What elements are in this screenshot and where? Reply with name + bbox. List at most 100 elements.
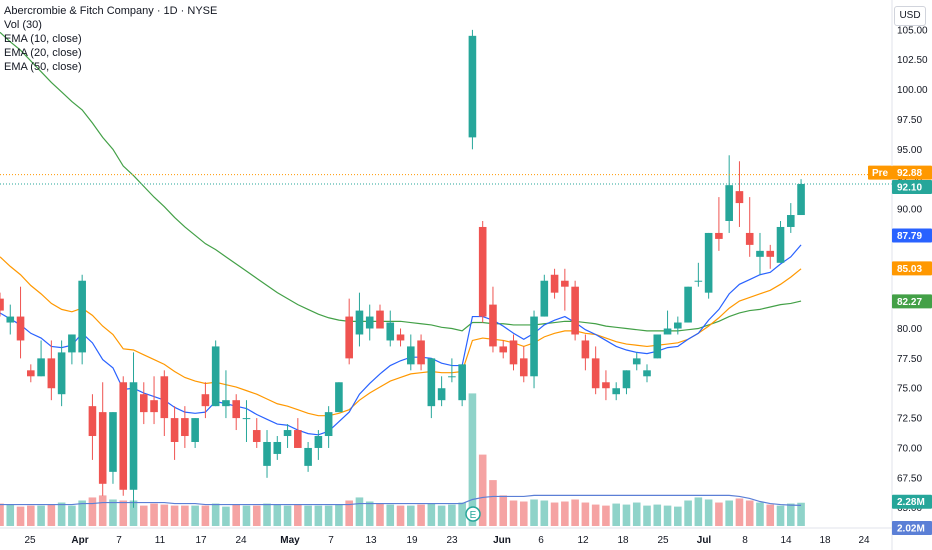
candle[interactable] (643, 364, 651, 383)
earnings-event-icon[interactable]: E (465, 506, 481, 522)
candle[interactable] (478, 220, 487, 323)
volume-bar (612, 503, 620, 526)
candle[interactable] (786, 203, 795, 233)
candle[interactable] (324, 406, 333, 448)
candle[interactable] (581, 334, 590, 371)
price-tick-label: 90.00 (897, 205, 922, 216)
candle[interactable] (191, 418, 199, 448)
candle[interactable] (335, 382, 343, 413)
candle[interactable] (170, 406, 179, 460)
candle[interactable] (150, 376, 158, 425)
candle[interactable] (427, 358, 436, 419)
candle[interactable] (37, 340, 45, 377)
candle[interactable] (16, 286, 25, 359)
candle[interactable] (458, 364, 466, 407)
candle[interactable] (252, 418, 261, 448)
candle[interactable] (602, 370, 610, 401)
candle[interactable] (468, 29, 477, 150)
candle[interactable] (345, 298, 353, 365)
candle[interactable] (211, 340, 220, 407)
volume-bar (478, 454, 487, 526)
volume-bar (304, 505, 312, 526)
legend-ema10[interactable]: EMA (10, close) (4, 33, 82, 45)
legend-volume[interactable]: Vol (30) (4, 19, 42, 31)
volume-bar (314, 505, 323, 526)
candle[interactable] (88, 394, 97, 460)
candle[interactable] (540, 274, 549, 317)
candle[interactable] (139, 382, 148, 425)
volume-bar (139, 505, 148, 526)
volume-bar (355, 497, 364, 526)
candle[interactable] (304, 441, 312, 472)
volume-bar (27, 505, 35, 526)
candle[interactable] (694, 262, 703, 287)
candle[interactable] (561, 268, 569, 311)
candle[interactable] (386, 310, 395, 347)
candle[interactable] (776, 220, 785, 263)
candle[interactable] (376, 304, 384, 329)
candle[interactable] (735, 161, 744, 227)
candle[interactable] (314, 430, 323, 460)
candle[interactable] (68, 334, 76, 365)
candle[interactable] (499, 340, 508, 359)
candle[interactable] (355, 292, 364, 347)
candle[interactable] (530, 310, 538, 389)
legend-title[interactable]: Abercrombie & Fitch Company · 1D · NYSE (4, 5, 218, 17)
candle[interactable] (396, 328, 405, 347)
candle[interactable] (632, 352, 641, 371)
volume-bar (519, 501, 528, 526)
candle[interactable] (509, 334, 518, 371)
candle[interactable] (6, 304, 15, 335)
candle[interactable] (129, 352, 138, 508)
candle[interactable] (797, 179, 805, 216)
candle[interactable] (448, 358, 456, 383)
candle[interactable] (519, 346, 528, 383)
candle[interactable] (674, 316, 682, 335)
candle[interactable] (160, 370, 169, 437)
candle[interactable] (283, 424, 292, 448)
candle[interactable] (704, 232, 713, 299)
candle[interactable] (612, 382, 620, 401)
candle[interactable] (201, 382, 210, 419)
candle[interactable] (756, 232, 764, 275)
candle[interactable] (653, 334, 662, 359)
candle[interactable] (715, 197, 723, 251)
candle[interactable] (98, 382, 107, 496)
volume-bar (417, 504, 425, 526)
candle[interactable] (622, 370, 631, 395)
candle[interactable] (222, 370, 230, 419)
candle[interactable] (232, 394, 241, 431)
candle[interactable] (181, 406, 189, 448)
candle[interactable] (119, 376, 128, 496)
candle[interactable] (725, 155, 733, 233)
candle[interactable] (27, 364, 35, 383)
candle[interactable] (365, 304, 374, 341)
candle[interactable] (417, 334, 425, 371)
candle[interactable] (489, 286, 497, 353)
candle[interactable] (47, 340, 56, 401)
candle[interactable] (109, 412, 117, 484)
candle[interactable] (78, 274, 86, 365)
volume-bar (489, 480, 497, 526)
candle[interactable] (242, 400, 251, 442)
candle[interactable] (745, 197, 754, 257)
candle[interactable] (591, 346, 600, 395)
candle[interactable] (663, 310, 672, 335)
candle[interactable] (684, 286, 692, 323)
candle[interactable] (273, 436, 282, 460)
time-axis[interactable]: 25 Apr 7 11 17 24 May 7 13 19 23 Jun 6 12 18 25 Jul 8 14 18… (24, 535, 870, 546)
candle[interactable] (550, 268, 559, 299)
candle[interactable] (766, 244, 775, 269)
candle[interactable] (57, 340, 66, 407)
candle[interactable] (263, 430, 271, 478)
legend-ema50[interactable]: EMA (50, close) (4, 61, 82, 73)
currency-button[interactable]: USD (894, 6, 926, 26)
legend-ema20[interactable]: EMA (20, close) (4, 47, 82, 59)
candle[interactable] (407, 334, 415, 371)
candle[interactable] (571, 280, 579, 341)
volume-bar (242, 505, 251, 526)
candle[interactable] (294, 418, 302, 448)
candle[interactable] (0, 292, 4, 317)
candle[interactable] (437, 376, 446, 407)
